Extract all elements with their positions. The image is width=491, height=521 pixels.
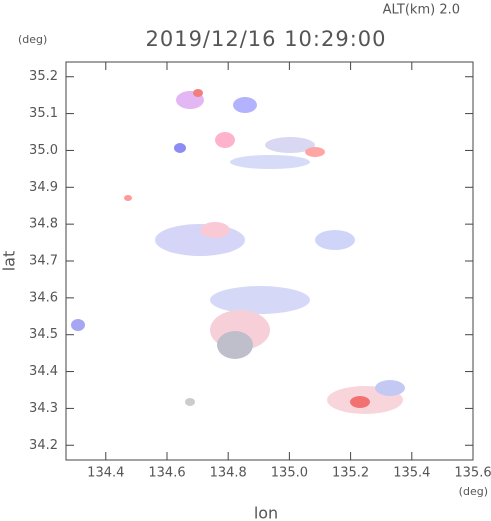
y-tick-label: 34.9 bbox=[29, 180, 58, 195]
x-tick-label: 134.4 bbox=[87, 466, 124, 481]
x-axis-label: lon bbox=[254, 504, 278, 521]
chart-title: 2019/12/16 10:29:00 bbox=[145, 27, 386, 51]
x-tick-label: 134.6 bbox=[148, 466, 185, 481]
x-tick-label: 134.8 bbox=[210, 466, 247, 481]
y-tick-label: 34.5 bbox=[29, 327, 58, 342]
x-tick-label: 135.2 bbox=[332, 466, 369, 481]
y-tick-label: 35.0 bbox=[29, 143, 58, 158]
x-tick-label: 135.6 bbox=[454, 466, 491, 481]
y-tick-label: 34.3 bbox=[29, 401, 58, 416]
y-tick-label: 34.4 bbox=[29, 364, 58, 379]
y-tick-label: 34.7 bbox=[29, 254, 58, 269]
x-tick-label: 135.0 bbox=[271, 466, 308, 481]
y-tick-label: 34.8 bbox=[29, 217, 58, 232]
plot-frame bbox=[65, 61, 474, 461]
y-tick-label: 34.6 bbox=[29, 290, 58, 305]
echo-field bbox=[71, 89, 405, 414]
y-tick-label: 35.1 bbox=[29, 106, 58, 121]
y-tick-label: 35.2 bbox=[29, 69, 58, 84]
x-tick-label: 135.4 bbox=[393, 466, 430, 481]
y-axis-label: lat bbox=[0, 251, 19, 272]
x-unit: (deg) bbox=[459, 485, 488, 498]
y-unit: (deg) bbox=[18, 33, 47, 46]
y-tick-label: 34.2 bbox=[29, 438, 58, 453]
subtitle: ALT(km) 2.0 bbox=[383, 3, 460, 18]
